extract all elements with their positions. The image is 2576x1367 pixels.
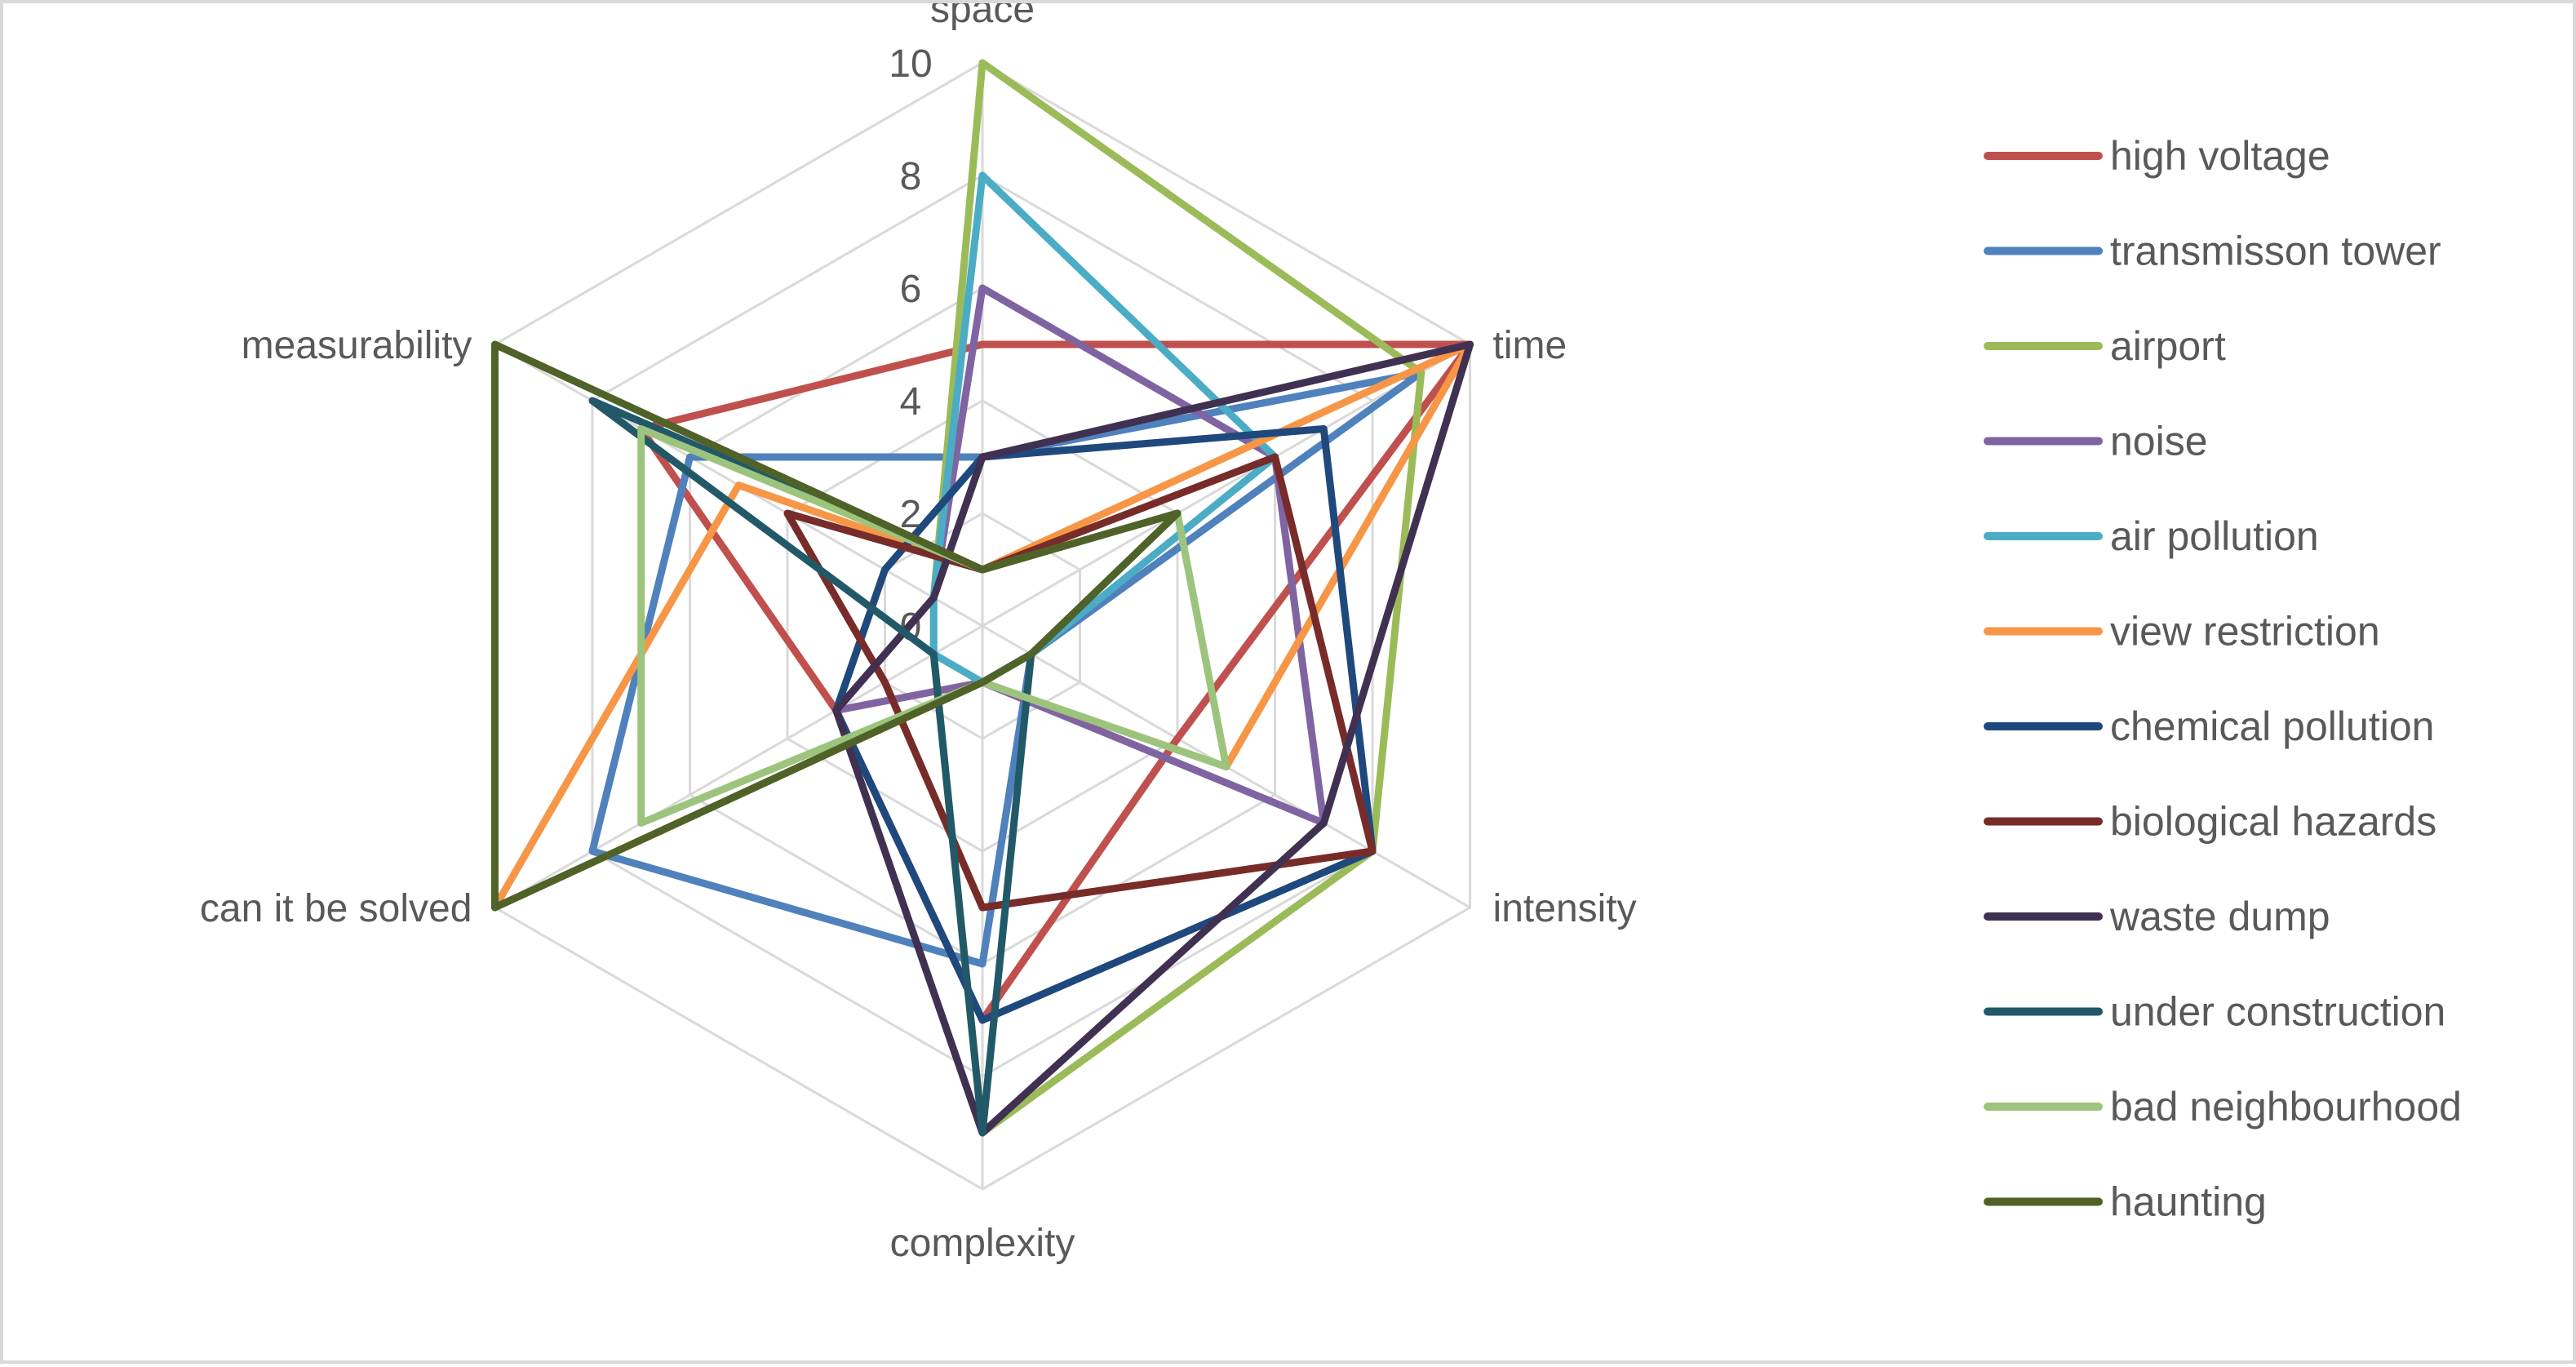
- series-lines: [490, 59, 1474, 1137]
- legend-label: bad neighbourhood: [2110, 1084, 2462, 1130]
- tick-label: 6: [900, 268, 922, 311]
- axis-label-space: space: [930, 3, 1035, 31]
- legend-label: view restriction: [2110, 609, 2380, 655]
- axis-label-intensity: intensity: [1493, 887, 1637, 930]
- axis-label-time: time: [1493, 324, 1567, 367]
- legend-label: chemical pollution: [2110, 703, 2434, 749]
- axis-labels: space time intensity complexity can it be so…: [200, 3, 1637, 1265]
- legend-label: biological hazards: [2110, 799, 2436, 845]
- axis-label-can-it-be-solved: can it be solved: [200, 887, 472, 930]
- axis-label-complexity: complexity: [890, 1222, 1075, 1265]
- legend-item: biological hazards: [1984, 799, 2436, 845]
- legend-item: waste dump: [1984, 894, 2330, 939]
- legend-item: chemical pollution: [1984, 703, 2434, 749]
- legend-label: waste dump: [2109, 894, 2330, 939]
- legend-label: under construction: [2110, 989, 2445, 1035]
- legend-item: haunting: [1984, 1179, 2267, 1225]
- grid-spoke: [982, 343, 1471, 628]
- series-line-chemical-pollution: [832, 425, 1377, 1024]
- legend-item: bad neighbourhood: [1984, 1084, 2462, 1130]
- legend-label: haunting: [2110, 1179, 2267, 1225]
- grid-spoke: [494, 624, 983, 909]
- legend-label: noise: [2110, 419, 2208, 464]
- legend-label: transmisson tower: [2110, 229, 2441, 274]
- axis-label-measurability: measurability: [242, 324, 472, 367]
- legend-item: airport: [1984, 323, 2226, 369]
- legend-item: transmisson tower: [1984, 229, 2441, 274]
- tick-label: 10: [889, 42, 932, 86]
- legend-label: high voltage: [2110, 133, 2330, 179]
- legend-item: air pollution: [1984, 513, 2319, 559]
- tick-label: 4: [900, 380, 922, 424]
- tick-label: 8: [900, 155, 922, 198]
- legend-item: high voltage: [1984, 133, 2330, 179]
- legend-item: view restriction: [1984, 609, 2380, 655]
- legend: high voltage transmisson tower airport nois…: [1984, 133, 2462, 1225]
- series-line-biological-hazards: [783, 453, 1377, 912]
- series-line-haunting: [490, 340, 1182, 912]
- legend-label: airport: [2110, 323, 2226, 369]
- legend-item: under construction: [1984, 989, 2445, 1035]
- legend-label: air pollution: [2110, 513, 2319, 559]
- legend-item: noise: [1984, 419, 2208, 464]
